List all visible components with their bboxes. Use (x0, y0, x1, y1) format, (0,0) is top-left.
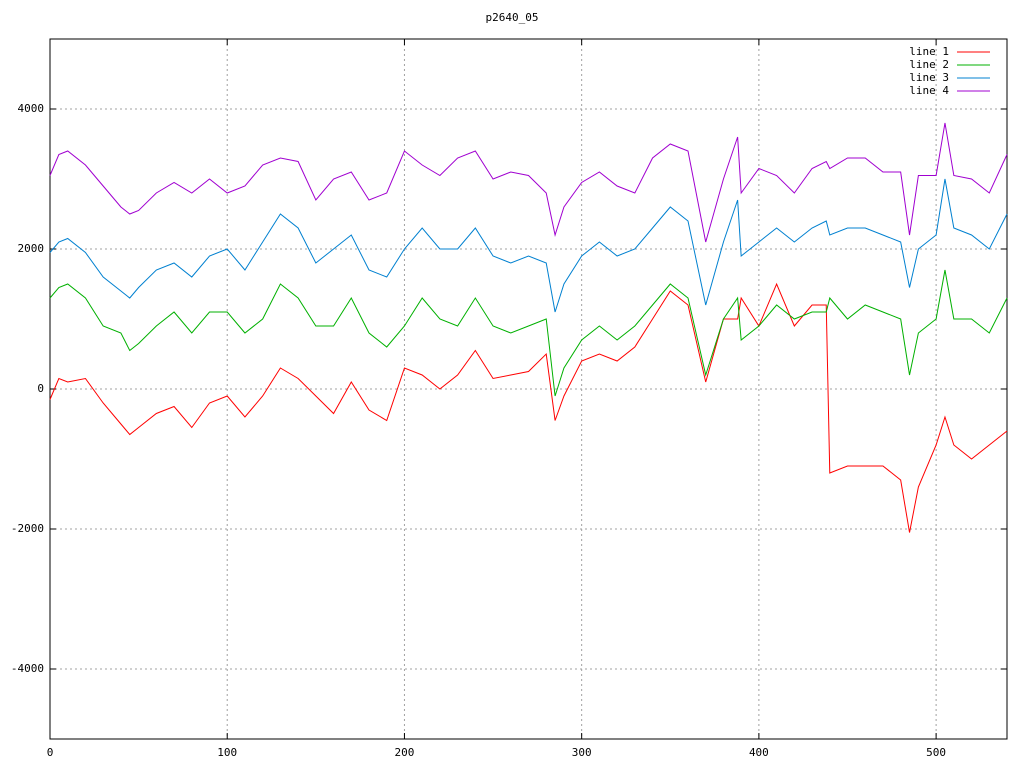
series-line (49, 122, 1008, 243)
chart-title: p2640_05 (486, 11, 539, 24)
y-tick-label: -4000 (11, 662, 44, 675)
plot-frame (49, 38, 1008, 740)
series-line (49, 282, 1008, 533)
x-tick-label: 0 (47, 746, 54, 759)
x-tick-label: 200 (395, 746, 415, 759)
series-line (49, 178, 1008, 313)
x-tick-label: 400 (749, 746, 769, 759)
legend-label: line 1 (909, 45, 949, 58)
legend-label: line 2 (909, 58, 949, 71)
y-tick-label: 4000 (18, 102, 45, 115)
x-tick-label: 300 (572, 746, 592, 759)
y-tick-label: 0 (37, 382, 44, 395)
x-tick-label: 100 (217, 746, 237, 759)
y-tick-label: 2000 (18, 242, 45, 255)
x-tick-label: 500 (926, 746, 946, 759)
series-line (49, 269, 1008, 397)
legend-label: line 3 (909, 71, 949, 84)
legend-label: line 4 (909, 84, 949, 97)
y-tick-label: -2000 (11, 522, 44, 535)
